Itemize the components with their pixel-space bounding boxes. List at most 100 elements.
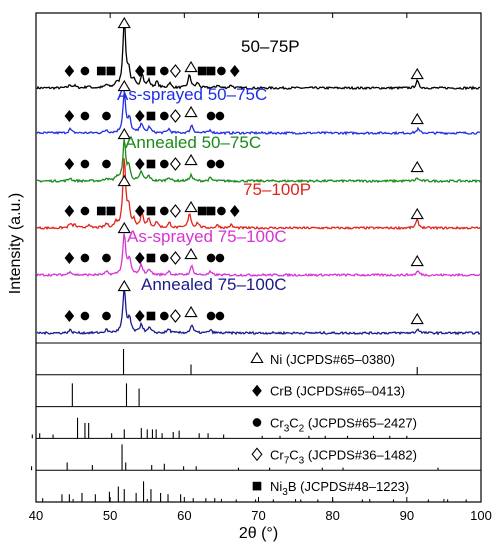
circle-marker (206, 111, 216, 121)
triangle-marker (184, 60, 198, 73)
triangle-marker (184, 247, 198, 260)
x-tick-label: 60 (177, 508, 191, 523)
x-tick-label: 90 (400, 508, 414, 523)
triangle-marker (410, 160, 424, 173)
circle-marker (159, 253, 169, 263)
circle-marker (206, 311, 216, 321)
circle-marker (102, 253, 111, 263)
circle-marker (102, 311, 111, 321)
series-label: 50–75P (241, 37, 300, 56)
square-marker (96, 66, 106, 76)
x-tick-label: 100 (470, 508, 492, 523)
triangle-marker (117, 221, 131, 234)
square-marker (206, 66, 216, 76)
rhombus-marker (169, 251, 181, 265)
x-tick-label: 40 (29, 508, 43, 523)
reference-phase-label: Ni (JCPDS#65–0380) (270, 352, 395, 367)
square-marker (206, 206, 216, 216)
square-marker (197, 206, 207, 216)
diamond-marker (252, 384, 262, 397)
triangle-marker (250, 351, 264, 364)
circle-marker (159, 66, 169, 76)
triangle-marker (117, 16, 131, 29)
circle-marker (80, 311, 90, 321)
square-marker (146, 66, 156, 76)
rhombus-marker (169, 109, 181, 123)
diamond-marker (135, 310, 145, 322)
triangle-marker (410, 67, 424, 80)
triangle-marker (117, 127, 131, 140)
circle-marker (159, 311, 169, 321)
circle-marker (159, 206, 169, 216)
square-marker (146, 206, 156, 216)
square-marker (197, 66, 207, 76)
square-marker (106, 66, 116, 76)
x-tick-label: 50 (103, 508, 117, 523)
triangle-marker (117, 174, 131, 187)
series-line (36, 139, 481, 184)
circle-marker (80, 206, 90, 216)
square-marker (146, 311, 156, 321)
circle-marker (206, 253, 216, 263)
diamond-marker (64, 158, 75, 170)
circle-marker (102, 159, 111, 169)
series-line (36, 20, 480, 91)
x-tick-label: 80 (325, 508, 339, 523)
x-tick-label: 70 (251, 508, 265, 523)
rhombus-marker (169, 309, 181, 323)
rhombus-marker (169, 64, 181, 78)
rhombus-marker (169, 157, 181, 171)
circle-marker (215, 311, 225, 321)
x-axis-title: 2θ (°) (239, 525, 278, 542)
diamond-marker (64, 252, 75, 264)
triangle-marker (410, 254, 424, 267)
diamond-marker (229, 65, 240, 77)
reference-phase-label: CrB (JCPDS#65–0413) (270, 384, 405, 399)
rhombus-marker (169, 204, 181, 218)
square-marker (146, 253, 156, 263)
triangle-marker (117, 79, 131, 92)
circle-marker (159, 111, 169, 121)
circle-marker (252, 418, 262, 427)
diamond-marker (64, 65, 75, 77)
triangle-marker (184, 200, 198, 213)
reference-phase-label: Cr3C2 (JCPDS#65–2427) (270, 416, 417, 435)
circle-marker (80, 159, 90, 169)
diamond-marker (135, 158, 145, 170)
triangle-marker (410, 312, 424, 325)
triangle-marker (117, 279, 131, 292)
circle-marker (217, 66, 226, 76)
diamond-marker (64, 205, 75, 217)
diamond-marker (135, 252, 145, 264)
reference-phase-label: Ni3B (JCPDS#48–1223) (270, 479, 409, 498)
reference-phase-label: Cr7C3 (JCPDS#36–1482) (270, 447, 417, 466)
circle-marker (215, 111, 225, 121)
series-label: Annealed 50–75C (125, 133, 261, 152)
diamond-marker (135, 205, 145, 217)
triangle-marker (410, 207, 424, 220)
circle-marker (217, 206, 226, 216)
circle-marker (206, 159, 216, 169)
circle-marker (102, 111, 111, 121)
triangle-marker (184, 153, 198, 166)
diamond-marker (229, 205, 240, 217)
series-label: Annealed 75–100C (141, 275, 287, 294)
y-axis-title: Intensity (a.u.) (7, 193, 24, 294)
circle-marker (80, 253, 90, 263)
square-marker (252, 481, 262, 491)
series-label: As-sprayed 50–75C (117, 85, 267, 104)
triangle-marker (184, 305, 198, 318)
diamond-marker (64, 310, 75, 322)
triangle-marker (410, 112, 424, 125)
circle-marker (215, 159, 225, 169)
diamond-marker (135, 65, 145, 77)
circle-marker (80, 111, 90, 121)
triangle-marker (184, 105, 198, 118)
diamond-marker (135, 110, 145, 122)
series-label: As-sprayed 75–100C (127, 227, 287, 246)
circle-marker (215, 253, 225, 263)
circle-marker (159, 159, 169, 169)
rhombus-marker (251, 447, 263, 462)
